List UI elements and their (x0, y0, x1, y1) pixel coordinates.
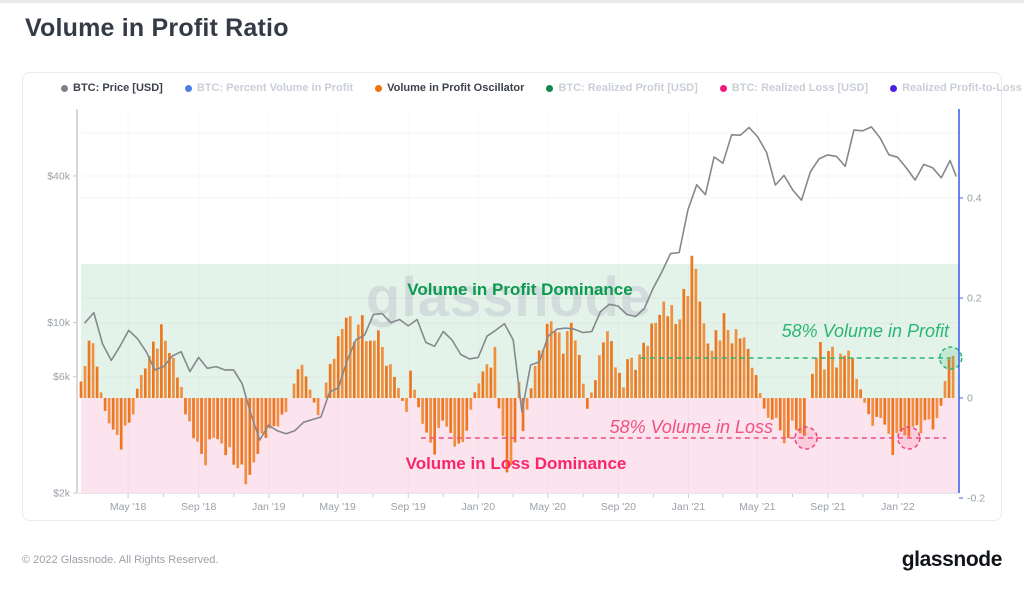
x-tick-label: May '19 (319, 501, 356, 513)
loss-58-circle-2 (897, 426, 921, 450)
y-left-tick-label: $6k (53, 371, 71, 383)
legend-item-1[interactable]: BTC: Percent Volume in Profit (184, 82, 354, 94)
legend-item-5[interactable]: Realized Profit-to-Loss Ratio (890, 82, 1024, 94)
x-tick-label: Jan '21 (672, 501, 706, 513)
chart-legend: BTC: Price [USD] BTC: Percent Volume in P… (61, 82, 1024, 94)
page-footer: © 2022 Glassnode. All Rights Reserved. g… (22, 548, 1002, 572)
x-tick-label: Jan '19 (252, 501, 286, 513)
y-left-tick-label: $40k (47, 170, 71, 182)
x-tick-label: Sep '18 (181, 501, 216, 513)
x-tick-label: Sep '21 (810, 501, 845, 513)
copyright-text: © 2022 Glassnode. All Rights Reserved. (22, 554, 219, 566)
y-left-tick-label: $2k (53, 488, 71, 500)
x-tick-label: Jan '22 (881, 501, 915, 513)
legend-dot-icon (184, 84, 192, 92)
profit-58-label: 58% Volume in Profit (782, 321, 950, 341)
profit-58-circle (939, 346, 963, 370)
y-right-tick-label: 0.4 (967, 193, 982, 205)
loss-dominance-label: Volume in Loss Dominance (406, 454, 627, 473)
legend-dot-icon (61, 84, 68, 92)
x-tick-label: May '18 (110, 501, 147, 513)
legend-item-label: BTC: Price [USD] (73, 82, 163, 94)
band-loss (81, 398, 959, 493)
gridlines (81, 111, 959, 493)
legend-item-2[interactable]: Volume in Profit Oscillator (375, 82, 524, 94)
legend-item-label: BTC: Percent Volume in Profit (196, 82, 354, 94)
y-right-tick-label: 0.2 (967, 293, 982, 305)
legend-item-label: Realized Profit-to-Loss Ratio (902, 82, 1024, 94)
loss-58-label: 58% Volume in Loss (610, 417, 773, 437)
legend-item-0[interactable]: BTC: Price [USD] (61, 82, 163, 94)
y-left-tick-label: $10k (47, 317, 71, 329)
x-tick-label: May '20 (530, 501, 567, 513)
chart-card: BTC: Price [USD] BTC: Percent Volume in P… (22, 72, 1024, 521)
legend-item-3[interactable]: BTC: Realized Profit [USD] (546, 82, 698, 94)
x-tick-label: Jan '20 (462, 501, 496, 513)
top-divider (0, 0, 1024, 3)
y-right-tick-label: -0.2 (967, 493, 985, 505)
y-right-tick-label: 0 (967, 393, 973, 405)
axes: $40k $10k $6k $2k 0.4 0.2 0 -0.2 May '18 Sep '18 J… (47, 109, 985, 513)
legend-dot-icon (375, 84, 383, 92)
price-line (84, 126, 957, 441)
page-title: Volume in Profit Ratio (25, 14, 289, 42)
legend-item-4[interactable]: BTC: Realized Loss [USD] (719, 82, 869, 94)
watermark: glassnode (366, 265, 652, 328)
legend-dot-icon (890, 84, 898, 92)
x-tick-label: Sep '20 (601, 501, 636, 513)
legend-dot-icon (719, 84, 727, 92)
legend-item-label: Volume in Profit Oscillator (387, 82, 525, 94)
x-tick-label: Sep '19 (391, 501, 426, 513)
glassnode-logo: glassnode (901, 548, 1003, 571)
profit-dominance-label: Volume in Profit Dominance (407, 280, 632, 299)
legend-item-label: BTC: Realized Profit [USD] (558, 82, 698, 94)
oscillator-bars (79, 255, 955, 485)
x-tick-label: May '21 (739, 501, 776, 513)
loss-58-circle-1 (794, 426, 818, 450)
legend-dot-icon (546, 84, 554, 92)
legend-item-label: BTC: Realized Loss [USD] (731, 82, 869, 94)
